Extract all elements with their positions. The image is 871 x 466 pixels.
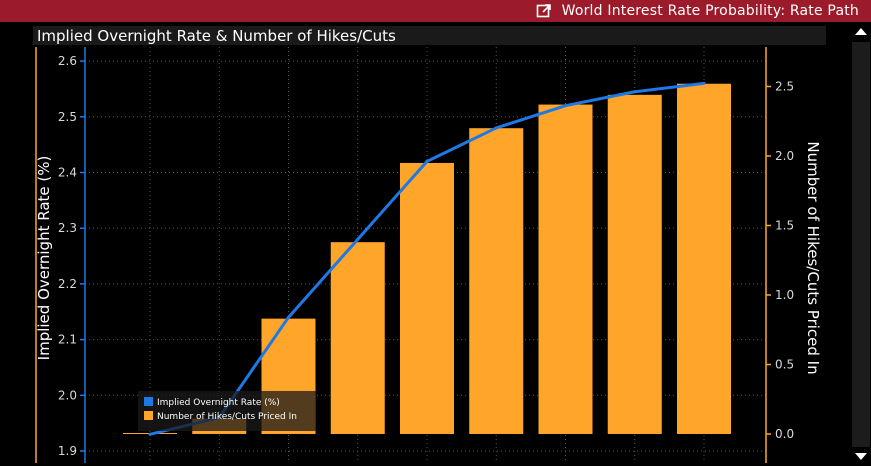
left-tick-label: 2.4 xyxy=(58,166,77,180)
window-title-bar: World Interest Rate Probability: Rate Pa… xyxy=(0,0,871,22)
vertical-scrollbar[interactable] xyxy=(851,22,871,466)
chart-title-bar: Implied Overnight Rate & Number of Hikes… xyxy=(33,26,826,45)
left-axis-label: Implied Overnight Rate (%) xyxy=(35,156,53,361)
left-tick-label: 2.1 xyxy=(58,333,77,347)
bar-m9 xyxy=(677,83,731,434)
rate-path-chart: 1.9 2.0 2.1 2.2 2.3 2.4 2.5 2.6 0.0 0.5 1.0 1.5 2.0 2… xyxy=(35,47,822,463)
tick-labels: 1.9 2.0 2.1 2.2 2.3 2.4 2.5 2.6 0.0 0.5 1.0 1.5 2.0 2… xyxy=(58,54,794,458)
implied-rate-point xyxy=(494,126,498,130)
legend-label-rate: Implied Overnight Rate (%) xyxy=(157,398,280,408)
bar-m8 xyxy=(607,94,662,434)
scroll-down-icon[interactable] xyxy=(855,453,867,460)
left-tick-label: 2.0 xyxy=(58,388,77,402)
bar-m5 xyxy=(400,162,454,434)
window-title-group[interactable]: World Interest Rate Probability: Rate Pa… xyxy=(536,3,859,19)
bar-m7 xyxy=(538,104,593,434)
bar-m6 xyxy=(469,128,524,434)
left-tick-label: 2.6 xyxy=(58,54,77,68)
right-tick-label: 0.0 xyxy=(775,427,794,441)
implied-rate-point xyxy=(425,159,429,163)
chart-legend: Implied Overnight Rate (%) Number of Hik… xyxy=(138,391,316,431)
right-tick-label: 2.0 xyxy=(775,149,794,163)
implied-rate-point xyxy=(287,315,290,319)
right-axis-label: Number of Hikes/Cuts Priced In xyxy=(804,141,822,374)
implied-rate-point xyxy=(633,90,637,94)
bar-m4 xyxy=(330,242,385,434)
implied-rate-point xyxy=(702,81,706,85)
window-title: World Interest Rate Probability: Rate Pa… xyxy=(561,3,859,19)
left-tick-label: 1.9 xyxy=(58,444,77,458)
external-link-icon[interactable] xyxy=(536,3,552,19)
legend-swatch-hikes xyxy=(144,411,153,420)
left-tick-label: 2.5 xyxy=(58,110,77,124)
scrollbar-thumb[interactable] xyxy=(852,42,870,447)
left-tick-label: 2.3 xyxy=(58,221,77,235)
implied-rate-point xyxy=(148,432,152,436)
legend-label-hikes: Number of Hikes/Cuts Priced In xyxy=(157,412,297,422)
implied-rate-point xyxy=(356,237,360,241)
legend-background xyxy=(138,391,316,431)
implied-rate-point xyxy=(564,104,567,108)
axes-group xyxy=(35,47,771,463)
scroll-up-icon[interactable] xyxy=(855,28,867,35)
chart-title: Implied Overnight Rate & Number of Hikes… xyxy=(37,27,396,45)
bars-group xyxy=(123,83,731,434)
right-tick-label: 2.5 xyxy=(775,80,794,94)
right-tick-label: 1.0 xyxy=(775,288,794,302)
left-tick-label: 2.2 xyxy=(58,277,77,291)
legend-swatch-rate xyxy=(144,397,153,406)
right-tick-label: 0.5 xyxy=(775,358,794,372)
right-tick-label: 1.5 xyxy=(775,219,794,233)
